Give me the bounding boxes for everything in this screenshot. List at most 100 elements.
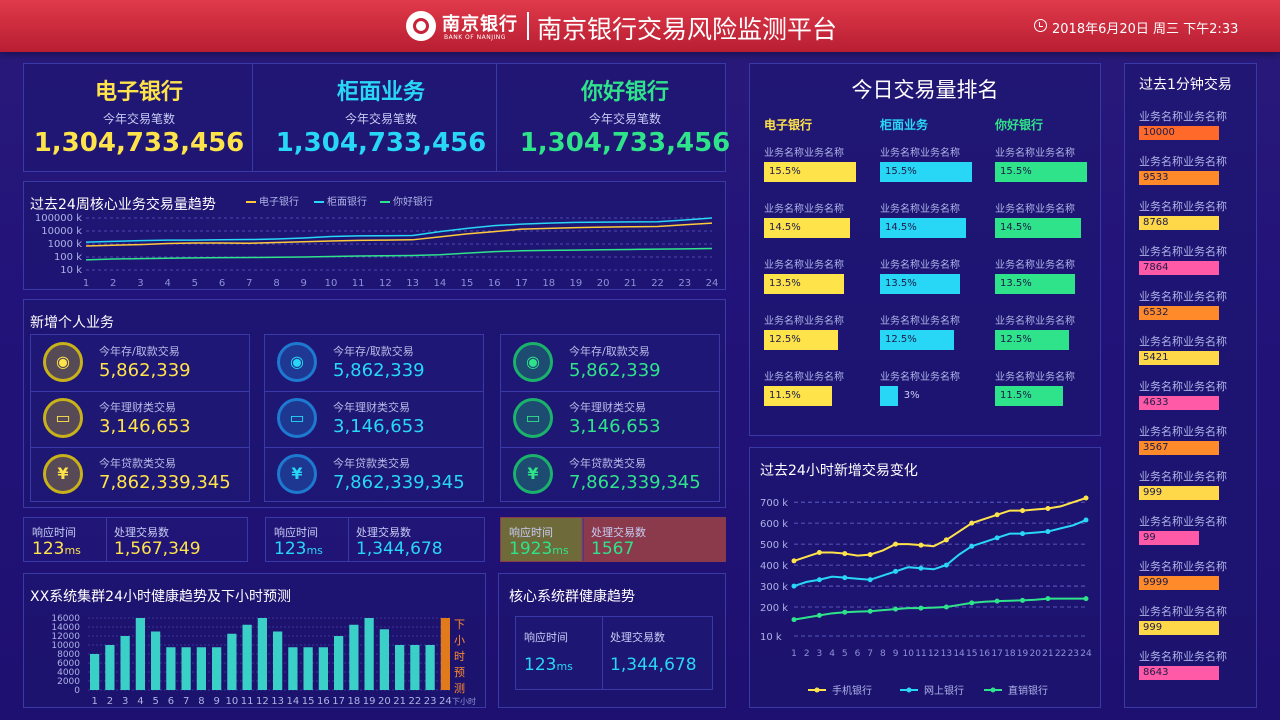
kpi-card: 你好银行 今年交易笔数 1,304,733,456 xyxy=(512,64,738,171)
bar xyxy=(303,647,313,690)
data-point xyxy=(1083,517,1089,523)
data-point xyxy=(842,551,848,557)
y-tick-label: 10 k xyxy=(760,632,782,643)
ranking-bar xyxy=(764,218,851,238)
data-point xyxy=(943,562,949,568)
x-tick-label: 17 xyxy=(332,696,345,707)
x-tick-label: 5 xyxy=(152,696,158,707)
new-personal-label: 今年贷款类交易 xyxy=(99,457,176,470)
new-tx-24h-panel: 过去24小时新增交易变化 700 k 600 k 500 k 400 k 300 k 20… xyxy=(749,447,1101,708)
yen-icon: ¥ xyxy=(513,454,553,494)
x-tick-label: 12 xyxy=(379,278,392,289)
bar xyxy=(120,636,130,690)
x-tick-label: 22 xyxy=(1055,649,1066,659)
last-minute-item-bar: 10000 xyxy=(1139,126,1219,140)
kpi-value: 1,304,733,456 xyxy=(519,128,731,158)
rt-value: 123ms xyxy=(274,539,323,559)
x-tick-label: 4 xyxy=(829,649,835,659)
bar xyxy=(379,629,389,690)
last-minute-item-bar: 9533 xyxy=(1139,171,1219,185)
series-line xyxy=(85,222,713,247)
y-tick-label: 4000 xyxy=(57,668,80,678)
ranking-panel: 今日交易量排名 电子银行 业务名称业务名称 15.5% 业务名称业务名称 14.5% 业务… xyxy=(749,63,1101,436)
last-minute-item-bar: 9999 xyxy=(1139,576,1219,590)
last-minute-item-name: 业务名称业务名称 xyxy=(1139,470,1227,483)
bar xyxy=(425,645,435,690)
x-tick-label: 8 xyxy=(880,649,886,659)
x-tick-label: 17 xyxy=(515,278,528,289)
legend-dot xyxy=(990,687,996,693)
ranking-item-name: 业务名称业务名称 xyxy=(880,148,960,159)
y-tick-label: 400 k xyxy=(760,561,788,572)
last-minute-item-bar: 6532 xyxy=(1139,306,1219,320)
y-tick-label: 8000 xyxy=(57,650,80,660)
data-point xyxy=(1083,495,1089,501)
core-health-box: 响应时间 123ms 处理交易数 1,344,678 xyxy=(515,616,713,690)
divider xyxy=(348,518,349,561)
new-personal-label: 今年存/取款交易 xyxy=(99,345,180,358)
ranking-item-name: 业务名称业务名称 xyxy=(880,260,960,271)
cluster-health-title: XX系统集群24小时健康趋势及下小时预测 xyxy=(30,589,291,605)
last-minute-item-name: 业务名称业务名称 xyxy=(1139,515,1227,528)
bar xyxy=(196,647,206,690)
data-point xyxy=(1020,597,1026,603)
x-tick-label: 3 xyxy=(137,278,143,289)
ranking-item-name: 业务名称业务名称 xyxy=(995,372,1075,383)
bar xyxy=(257,618,267,690)
legend-item: 你好银行 xyxy=(380,193,433,208)
legend-dot xyxy=(814,687,820,693)
x-tick-label: 16 xyxy=(979,649,991,659)
legend-label: 直销银行 xyxy=(1008,684,1048,697)
bar xyxy=(212,647,222,690)
new-personal-value: 3,146,653 xyxy=(569,416,661,437)
x-tick-label: 9 xyxy=(893,649,899,659)
rt-label: 响应时间 xyxy=(509,526,553,539)
response-box: 响应时间 123ms 处理交易数 1,567,349 xyxy=(23,517,248,562)
x-tick-label: 12 xyxy=(928,649,939,659)
last-minute-item-bar: 8768 xyxy=(1139,216,1219,230)
response-box: 响应时间 1923ms 处理交易数 1567 xyxy=(500,517,726,562)
yen-icon: ¥ xyxy=(277,454,317,494)
x-tick-label: 15 xyxy=(302,696,315,707)
clock-icon xyxy=(1034,19,1047,32)
x-tick-label: 19 xyxy=(363,696,376,707)
y-tick-label: 100 k xyxy=(54,252,82,263)
cluster-health-panel: XX系统集群24小时健康趋势及下小时预测 0 2000 4000 6000 8000 10… xyxy=(23,573,486,708)
last-minute-item-bar: 8643 xyxy=(1139,666,1219,680)
kpi-title: 电子银行 xyxy=(94,80,183,105)
last-minute-item-bar: 4633 xyxy=(1139,396,1219,410)
last-minute-item-bar: 5421 xyxy=(1139,351,1219,365)
ranking-item-name: 业务名称业务名称 xyxy=(995,204,1075,215)
x-tick-label: 7 xyxy=(867,649,873,659)
tx-label: 处理交易数 xyxy=(114,526,169,539)
x-tick-label: 22 xyxy=(409,696,422,707)
divider xyxy=(602,617,603,689)
ranking-column-title: 电子银行 xyxy=(764,118,813,132)
x-tick-label: 15 xyxy=(966,649,977,659)
data-point xyxy=(791,558,797,564)
last-minute-item-bar: 999 xyxy=(1139,621,1219,635)
x-tick-label: 13 xyxy=(271,696,284,707)
ranking-item-name: 业务名称业务名称 xyxy=(880,316,960,327)
ranking-bar xyxy=(995,274,1076,294)
y-tick-label: 12000 xyxy=(51,632,80,642)
ranking-item-name: 业务名称业务名称 xyxy=(764,204,844,215)
kpi-subtitle: 今年交易笔数 xyxy=(344,112,417,126)
ranking-bar xyxy=(880,162,972,182)
tx-value: 1567 xyxy=(591,539,635,559)
ranking-value: 15.5% xyxy=(1000,166,1032,177)
new-personal-value: 3,146,653 xyxy=(99,416,191,437)
last-minute-item-bar: 99 xyxy=(1139,531,1199,545)
x-tick-label: 20 xyxy=(378,696,391,707)
tx-label: 处理交易数 xyxy=(356,526,411,539)
ranking-value: 12.5% xyxy=(1000,334,1032,345)
series-line xyxy=(793,497,1087,562)
x-tick-label: 18 xyxy=(348,696,361,707)
data-point xyxy=(893,606,899,612)
x-tick-label: 23 xyxy=(424,696,437,707)
bar xyxy=(273,631,283,690)
bar xyxy=(288,647,298,690)
x-tick-label: 13 xyxy=(406,278,419,289)
